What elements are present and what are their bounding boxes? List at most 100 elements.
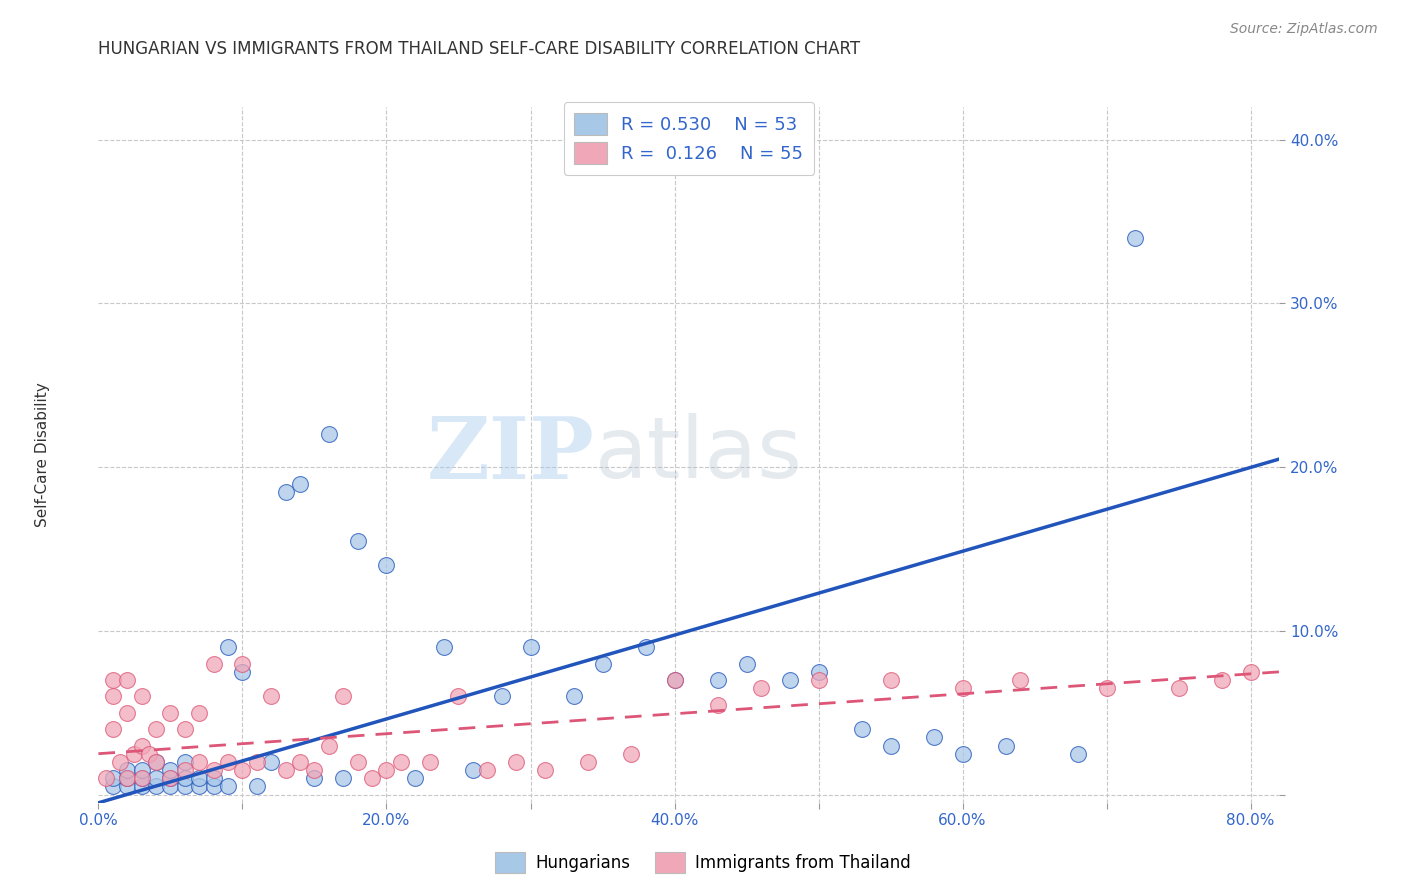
Point <box>447 690 470 704</box>
Point <box>634 640 657 655</box>
Point <box>159 771 181 785</box>
Point <box>173 771 195 785</box>
Point <box>159 763 181 777</box>
Point <box>433 640 456 655</box>
Point <box>115 673 138 687</box>
Point <box>115 771 138 785</box>
Point <box>159 771 181 785</box>
Point <box>115 763 138 777</box>
Point <box>145 755 167 769</box>
Point <box>246 755 269 769</box>
Legend: R = 0.530    N = 53, R =  0.126    N = 55: R = 0.530 N = 53, R = 0.126 N = 55 <box>564 103 814 175</box>
Point <box>664 673 686 687</box>
Point <box>807 665 830 679</box>
Point <box>115 780 138 794</box>
Point <box>332 690 354 704</box>
Point <box>101 771 124 785</box>
Point <box>477 763 499 777</box>
Point <box>404 771 426 785</box>
Point <box>706 673 728 687</box>
Point <box>749 681 772 696</box>
Point <box>202 763 225 777</box>
Point <box>491 690 513 704</box>
Point <box>1010 673 1032 687</box>
Point <box>592 657 614 671</box>
Point <box>419 755 441 769</box>
Point <box>879 673 901 687</box>
Point <box>188 755 211 769</box>
Point <box>332 771 354 785</box>
Point <box>94 771 117 785</box>
Point <box>131 771 153 785</box>
Point <box>274 763 297 777</box>
Point <box>115 706 138 720</box>
Point <box>288 755 311 769</box>
Legend: Hungarians, Immigrants from Thailand: Hungarians, Immigrants from Thailand <box>488 846 918 880</box>
Point <box>202 657 225 671</box>
Point <box>131 690 153 704</box>
Point <box>735 657 758 671</box>
Point <box>202 780 225 794</box>
Point <box>231 763 253 777</box>
Text: Source: ZipAtlas.com: Source: ZipAtlas.com <box>1230 22 1378 37</box>
Point <box>138 747 160 761</box>
Point <box>879 739 901 753</box>
Point <box>505 755 527 769</box>
Point <box>576 755 599 769</box>
Text: ZIP: ZIP <box>426 413 595 497</box>
Point <box>346 755 368 769</box>
Point <box>664 673 686 687</box>
Point <box>131 780 153 794</box>
Point <box>173 780 195 794</box>
Point <box>1067 747 1090 761</box>
Point <box>217 640 239 655</box>
Point <box>706 698 728 712</box>
Point <box>101 690 124 704</box>
Point <box>260 755 283 769</box>
Point <box>534 763 557 777</box>
Point <box>288 476 311 491</box>
Point <box>131 763 153 777</box>
Point <box>173 763 195 777</box>
Point <box>562 690 585 704</box>
Point <box>1167 681 1189 696</box>
Point <box>375 558 398 573</box>
Point <box>260 690 283 704</box>
Point <box>346 533 368 548</box>
Point <box>131 739 153 753</box>
Point <box>318 739 340 753</box>
Point <box>124 747 146 761</box>
Point <box>131 771 153 785</box>
Text: HUNGARIAN VS IMMIGRANTS FROM THAILAND SELF-CARE DISABILITY CORRELATION CHART: HUNGARIAN VS IMMIGRANTS FROM THAILAND SE… <box>98 40 860 58</box>
Point <box>274 484 297 499</box>
Point <box>188 771 211 785</box>
Y-axis label: Self-Care Disability: Self-Care Disability <box>35 383 51 527</box>
Point <box>620 747 643 761</box>
Point <box>952 747 974 761</box>
Point <box>318 427 340 442</box>
Point <box>952 681 974 696</box>
Point <box>108 755 131 769</box>
Point <box>1125 231 1147 245</box>
Point <box>1240 665 1263 679</box>
Point <box>361 771 384 785</box>
Point <box>145 755 167 769</box>
Point <box>922 731 945 745</box>
Point <box>188 706 211 720</box>
Point <box>851 722 873 736</box>
Point <box>807 673 830 687</box>
Point <box>231 665 253 679</box>
Point <box>231 657 253 671</box>
Point <box>304 771 326 785</box>
Point <box>375 763 398 777</box>
Point <box>159 706 181 720</box>
Point <box>519 640 541 655</box>
Point <box>159 780 181 794</box>
Point <box>101 780 124 794</box>
Point <box>1095 681 1118 696</box>
Point <box>101 722 124 736</box>
Point <box>202 771 225 785</box>
Point <box>173 755 195 769</box>
Point <box>145 771 167 785</box>
Point <box>246 780 269 794</box>
